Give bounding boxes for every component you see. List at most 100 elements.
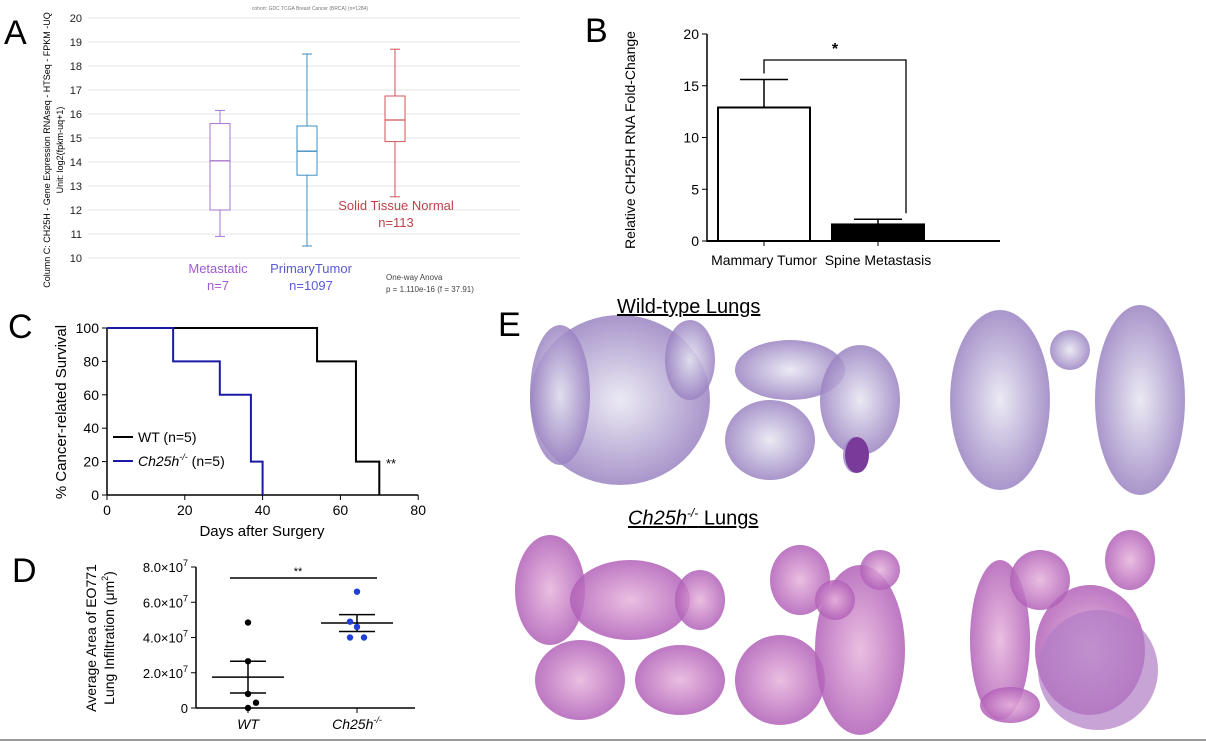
significance-star: ** bbox=[386, 456, 396, 471]
y-tick-label: 100 bbox=[76, 320, 100, 336]
y-axis-label: % Cancer-related Survival bbox=[53, 325, 70, 499]
x-tick-label: 0 bbox=[103, 502, 111, 518]
y-axis-label: Relative CH25H RNA Fold-Change bbox=[622, 31, 638, 249]
y-tick-label: 14 bbox=[70, 157, 82, 169]
wild-type-lungs-title: Wild-type Lungs bbox=[617, 296, 761, 318]
box-iqr bbox=[384, 95, 406, 143]
category-name: WT bbox=[237, 716, 260, 732]
y-axis-title: Relative CH25H RNA Fold-Change bbox=[622, 31, 638, 249]
y-tick-label: 19 bbox=[70, 37, 82, 49]
y-tick-mantissa: 6.0×10 bbox=[143, 595, 183, 610]
y-tick-label: 17 bbox=[70, 85, 82, 97]
lung-tissue-ko bbox=[770, 545, 830, 615]
panel-label-a: A bbox=[4, 14, 27, 52]
group-label: Metastatic bbox=[188, 261, 248, 276]
lung-tissue-ko bbox=[860, 550, 900, 590]
y-axis-title: Average Area of EO771 bbox=[83, 564, 99, 712]
chart-title: cohort: GDC TCGA Breast Cancer (BRCA) (n… bbox=[252, 6, 369, 12]
group-label: Solid Tissue Normal bbox=[338, 198, 454, 213]
y-tick-label: 11 bbox=[71, 229, 82, 241]
group-n-label: n=7 bbox=[207, 278, 229, 293]
ko-lungs-sup: -/- bbox=[686, 506, 699, 520]
y-tick-label: 20 bbox=[683, 26, 699, 42]
category-name: Ch25h bbox=[332, 716, 373, 732]
y-tick-mantissa: 8.0×10 bbox=[143, 560, 183, 575]
x-tick-label: Mammary Tumor bbox=[711, 252, 817, 268]
data-point bbox=[244, 619, 252, 626]
data-point bbox=[360, 634, 368, 641]
tumor-nodule bbox=[845, 437, 869, 473]
x-tick-label: 80 bbox=[410, 502, 426, 518]
y-axis-title: % Cancer-related Survival bbox=[53, 325, 70, 499]
y-tick-label: 10 bbox=[683, 130, 699, 146]
y-tick-label: 15 bbox=[70, 133, 82, 145]
significance-bracket bbox=[763, 59, 907, 214]
x-tick-label: WT bbox=[237, 716, 260, 732]
lung-tissue-ko bbox=[635, 645, 725, 715]
ko-lungs-suffix: Lungs bbox=[698, 507, 759, 530]
legend-gene: Ch25h bbox=[138, 453, 179, 469]
lung-tissue-ko bbox=[570, 560, 690, 640]
y-axis-label: Column C: CH25H - Gene Expression RNAseq… bbox=[42, 12, 65, 288]
survival-curve bbox=[107, 327, 381, 495]
y-unit-sup: 2 bbox=[100, 576, 110, 581]
y-tick-label: 16 bbox=[70, 109, 82, 121]
lung-tissue-wt bbox=[950, 310, 1050, 490]
data-point bbox=[353, 623, 361, 631]
ko-lungs-gene: Ch25h bbox=[628, 507, 687, 530]
y-axis-label: Average Area of EO771 Lung Infiltration (… bbox=[83, 564, 117, 712]
y-tick-label: 5 bbox=[691, 181, 699, 197]
y-tick-label: 60 bbox=[83, 387, 99, 403]
lung-tissue-ko bbox=[1105, 530, 1155, 590]
lung-tissue-wt bbox=[820, 345, 900, 455]
lung-tissue-ko bbox=[980, 687, 1040, 723]
box-iqr bbox=[209, 123, 231, 211]
lung-tissue-wt bbox=[1050, 330, 1090, 370]
data-point bbox=[244, 658, 252, 665]
significance-star: * bbox=[832, 41, 839, 58]
x-tick-label: 20 bbox=[177, 502, 193, 518]
lung-tissue-ko bbox=[1010, 550, 1070, 610]
y-tick-exponent: 7 bbox=[183, 593, 188, 603]
y-tick-label: 4.0×107 bbox=[143, 629, 188, 646]
data-point bbox=[346, 634, 354, 641]
data-point bbox=[346, 618, 354, 625]
x-axis-title: Days after Surgery bbox=[199, 523, 325, 540]
anova-label: One-way Anova bbox=[386, 273, 443, 282]
survival-curve bbox=[107, 327, 264, 495]
panel-label-e: E bbox=[498, 306, 521, 344]
bar bbox=[831, 223, 925, 243]
y-unit-close: ) bbox=[101, 571, 117, 576]
y-tick-label: 0 bbox=[181, 701, 188, 716]
y-tick-mantissa: 2.0×10 bbox=[143, 666, 183, 681]
lung-tissue-wt bbox=[735, 340, 845, 400]
y-tick-label: 20 bbox=[70, 13, 82, 25]
lung-tissue-ko bbox=[675, 570, 725, 630]
lung-tissue-ko bbox=[515, 535, 585, 645]
x-tick-label: 40 bbox=[255, 502, 271, 518]
y-axis-unit: Unit: log2(fpkm-uq+1) bbox=[55, 107, 65, 194]
y-tick-label: 15 bbox=[683, 78, 699, 94]
lung-tissue-wt bbox=[665, 320, 715, 400]
y-tick-exponent: 7 bbox=[183, 558, 188, 568]
y-tick-mantissa: 4.0×10 bbox=[143, 631, 183, 646]
lung-tissue-ko bbox=[815, 580, 855, 620]
lung-tissue-ko bbox=[535, 640, 625, 720]
y-tick-label: 10 bbox=[70, 253, 82, 265]
bar bbox=[717, 106, 811, 242]
x-tick-label: Ch25h-/- bbox=[332, 715, 382, 732]
y-unit: Lung Infiltration (μm bbox=[101, 581, 117, 705]
y-tick-label: 2.0×107 bbox=[143, 664, 188, 681]
lung-tissue-wt bbox=[725, 400, 815, 480]
y-tick-label: 40 bbox=[83, 420, 99, 436]
data-point bbox=[244, 690, 252, 698]
lung-tissue-ko bbox=[735, 635, 825, 725]
significance-star: ** bbox=[294, 566, 303, 578]
y-tick-label: 0 bbox=[91, 487, 99, 503]
data-point bbox=[353, 588, 361, 595]
legend-n: (n=5) bbox=[188, 453, 225, 469]
panel-label-b: B bbox=[585, 12, 608, 50]
y-tick-label: 0 bbox=[691, 233, 699, 249]
lung-tissue-wt bbox=[1095, 305, 1185, 495]
